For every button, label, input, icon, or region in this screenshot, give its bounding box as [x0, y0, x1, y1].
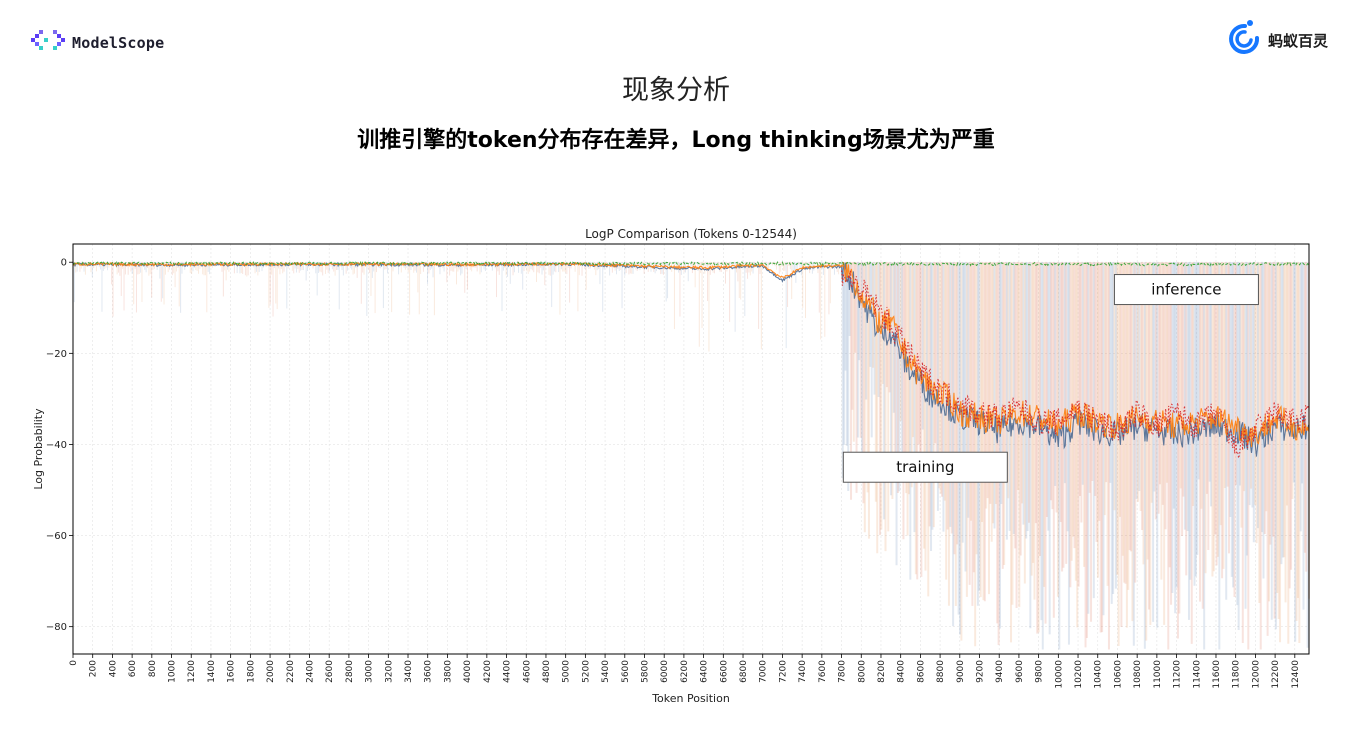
- x-tick-label: 2000: [266, 660, 276, 683]
- x-tick-label: 10000: [1054, 660, 1064, 689]
- annotation-box-inference: [1113, 274, 1259, 306]
- x-tick-label: 12000: [1251, 660, 1261, 689]
- modelscope-logo-text: ModelScope: [72, 34, 165, 52]
- x-tick-label: 6800: [739, 660, 749, 683]
- x-tick-label: 8400: [897, 660, 907, 683]
- annotation-label-training: training: [896, 458, 954, 476]
- chart-title: LogP Comparison (Tokens 0-12544): [585, 227, 797, 241]
- series-line-2: [72, 261, 1310, 448]
- x-tick-label: 6400: [700, 660, 710, 683]
- x-tick-label: 7600: [818, 660, 828, 683]
- x-tick-label: 4400: [503, 660, 513, 683]
- y-tick-label: −80: [46, 622, 67, 633]
- x-tick-label: 5600: [621, 660, 631, 683]
- x-tick-label: 3400: [404, 660, 414, 683]
- plot-frame: [72, 243, 1310, 655]
- x-tick-label: 2600: [325, 660, 335, 683]
- x-tick-label: 400: [108, 660, 118, 677]
- x-tick-label: 10800: [1133, 660, 1143, 689]
- x-tick-label: 6200: [680, 660, 690, 683]
- x-tick-label: 4800: [542, 660, 552, 683]
- x-tick-label: 4600: [522, 660, 532, 683]
- x-tick-label: 3000: [365, 660, 375, 683]
- x-tick-label: 5000: [562, 660, 572, 683]
- x-tick-label: 12400: [1291, 660, 1301, 689]
- x-tick-label: 12200: [1271, 660, 1281, 689]
- x-tick-label: 7200: [778, 660, 788, 683]
- x-tick-label: 4000: [463, 660, 473, 683]
- x-tick-label: 800: [148, 660, 158, 677]
- x-tick-label: 3800: [443, 660, 453, 683]
- x-tick-label: 8600: [916, 660, 926, 683]
- x-tick-label: 11000: [1153, 660, 1163, 689]
- x-tick-label: 9200: [976, 660, 986, 683]
- ant-bailing-logo-text: 蚂蚁百灵: [1267, 31, 1328, 50]
- x-tick-label: 1200: [187, 660, 197, 683]
- x-tick-label: 10600: [1113, 660, 1123, 689]
- x-tick-label: 11800: [1232, 660, 1242, 689]
- plot-area: [73, 244, 1309, 654]
- modelscope-logo-icon: [30, 30, 66, 56]
- x-tick-label: 8000: [857, 660, 867, 683]
- x-tick-label: 11200: [1173, 660, 1183, 689]
- slide-title: 现象分析: [622, 75, 730, 106]
- x-tick-label: 2400: [305, 660, 315, 683]
- x-tick-label: 7400: [798, 660, 808, 683]
- x-tick-label: 4200: [483, 660, 493, 683]
- x-tick-label: 1800: [246, 660, 256, 683]
- x-tick-label: 6600: [719, 660, 729, 683]
- x-tick-label: 10400: [1094, 660, 1104, 689]
- x-tick-label: 9000: [956, 660, 966, 683]
- series-line-4: [72, 260, 1309, 267]
- modelscope-logo: ModelScope: [30, 30, 164, 56]
- x-tick-label: 2200: [286, 660, 296, 683]
- x-tick-label: 9400: [995, 660, 1005, 683]
- x-tick-label: 9800: [1035, 660, 1045, 683]
- x-tick-label: 7000: [759, 660, 769, 683]
- x-tick-label: 600: [128, 660, 138, 677]
- x-tick-label: 11400: [1192, 660, 1202, 689]
- y-tick-label: −60: [46, 531, 67, 542]
- ant-bailing-logo: 蚂蚁百灵: [1228, 18, 1328, 62]
- x-tick-label: 5200: [581, 660, 591, 683]
- x-tick-label: 3200: [384, 660, 394, 683]
- x-axis-label: Token Position: [651, 692, 730, 705]
- x-tick-label: 1000: [168, 660, 178, 683]
- logp-comparison-chart: 0 200 400 600 800 1000 1200 1400 1600 1800 2000 220…: [32, 227, 1310, 705]
- x-tick-label: 9600: [1015, 660, 1025, 683]
- x-tick-label: 2800: [345, 660, 355, 683]
- x-tick-label: 7800: [838, 660, 848, 683]
- y-tick-label: −40: [46, 440, 67, 451]
- x-tick-label: 8800: [936, 660, 946, 683]
- x-tick-label: 0: [69, 660, 79, 666]
- x-tick-label: 6000: [660, 660, 670, 683]
- x-tick-label: 8200: [877, 660, 887, 683]
- x-tick-label: 11600: [1212, 660, 1222, 689]
- slide-subtitle: 训推引擎的token分布存在差异，Long thinking场景尤为严重: [357, 128, 995, 153]
- x-tick-label: 5400: [601, 660, 611, 683]
- x-tick-label: 200: [89, 660, 99, 677]
- x-tick-label: 10200: [1074, 660, 1084, 689]
- annotation-box-training: [842, 451, 1008, 483]
- x-tick-label: 1400: [207, 660, 217, 683]
- x-tick-label: 3600: [424, 660, 434, 683]
- annotation-label-inference: inference: [1151, 281, 1221, 299]
- x-tick-label: 1600: [227, 660, 237, 683]
- y-tick-label: 0: [61, 258, 67, 269]
- y-tick-label: −20: [46, 349, 67, 360]
- y-axis-label: Log Probability: [32, 408, 45, 490]
- ant-bailing-logo-icon: [1228, 18, 1262, 62]
- x-tick-label: 5800: [640, 660, 650, 683]
